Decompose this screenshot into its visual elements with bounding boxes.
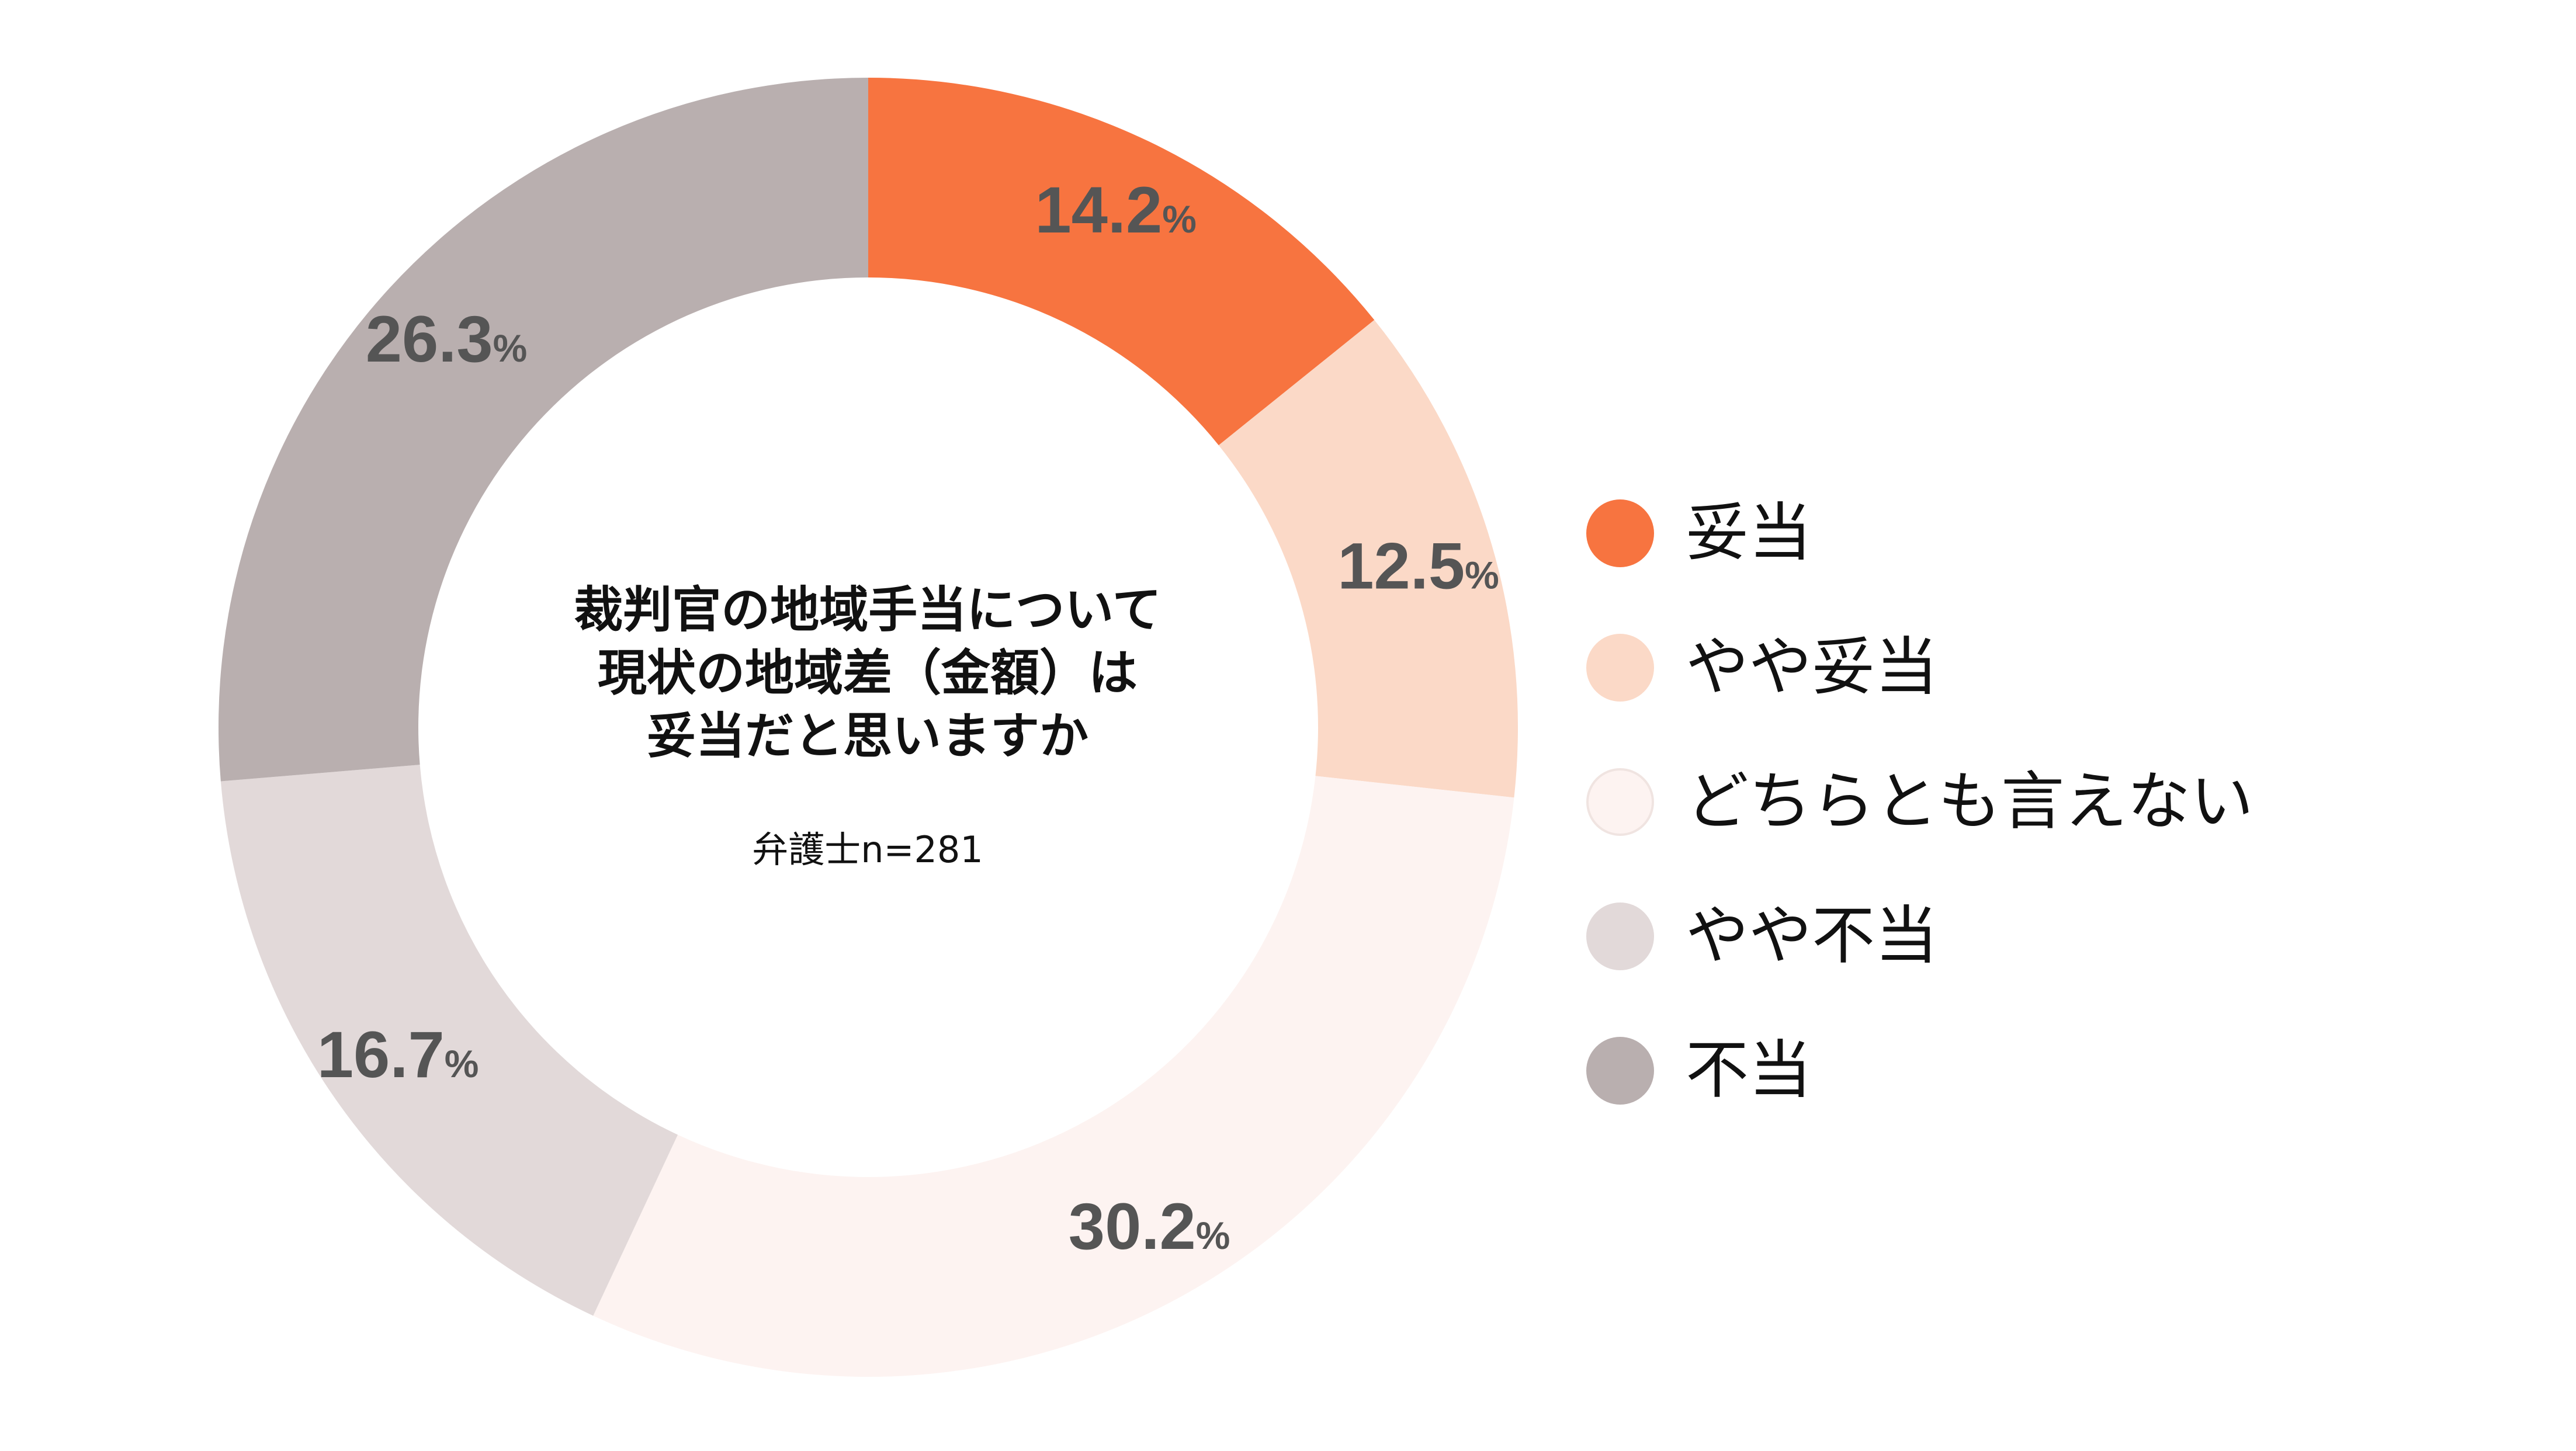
slice-label-3: 30.2% — [1069, 1190, 1230, 1263]
slice-value-3: 30.2 — [1069, 1190, 1196, 1263]
chart-title-line-3: 妥当だと思いますか — [646, 707, 1088, 765]
slice-1 — [868, 78, 1375, 446]
legend-label-3: どちらとも言えない — [1686, 765, 2254, 838]
slice-unit-1: % — [1162, 197, 1197, 241]
chart-title-line-1: 裁判官の地域手当について — [574, 581, 1162, 638]
legend-swatch-5 — [1586, 1037, 1654, 1105]
slice-value-1: 14.2 — [1035, 173, 1162, 247]
slice-unit-3: % — [1196, 1214, 1230, 1257]
slice-4 — [220, 765, 678, 1316]
chart-title-line-2: 現状の地域差（金額）は — [597, 644, 1138, 702]
slice-label-2: 12.5% — [1337, 530, 1499, 603]
slice-value-2: 12.5 — [1337, 530, 1465, 603]
slice-labels: 14.2%12.5%30.2%16.7%26.3% — [317, 173, 1499, 1263]
legend-swatch-3 — [1586, 768, 1654, 836]
legend-swatch-1 — [1586, 499, 1654, 567]
legend-label-5: 不当 — [1686, 1034, 1812, 1107]
legend-label-1: 妥当 — [1686, 497, 1812, 570]
legend-swatch-2 — [1586, 634, 1654, 702]
slice-2 — [1218, 320, 1518, 798]
slice-unit-4: % — [445, 1042, 479, 1085]
slice-label-4: 16.7% — [317, 1018, 479, 1091]
slice-3 — [593, 776, 1514, 1377]
slice-value-5: 26.3 — [366, 303, 493, 376]
legend-label-2: やや妥当 — [1686, 631, 1939, 704]
slice-value-4: 16.7 — [317, 1018, 445, 1091]
chart-title: 裁判官の地域手当について 現状の地域差（金額）は 妥当だと思いますか — [409, 578, 1326, 768]
slice-unit-5: % — [493, 327, 528, 370]
slice-5 — [218, 78, 868, 782]
slice-unit-2: % — [1465, 554, 1499, 597]
donut-slices — [218, 78, 1518, 1377]
legend-label-4: やや不当 — [1686, 900, 1939, 973]
slice-label-5: 26.3% — [366, 303, 528, 376]
slice-label-1: 14.2% — [1035, 173, 1197, 247]
legend-swatch-4 — [1586, 902, 1654, 970]
sample-size-label: 弁護士n=281 — [752, 828, 983, 871]
